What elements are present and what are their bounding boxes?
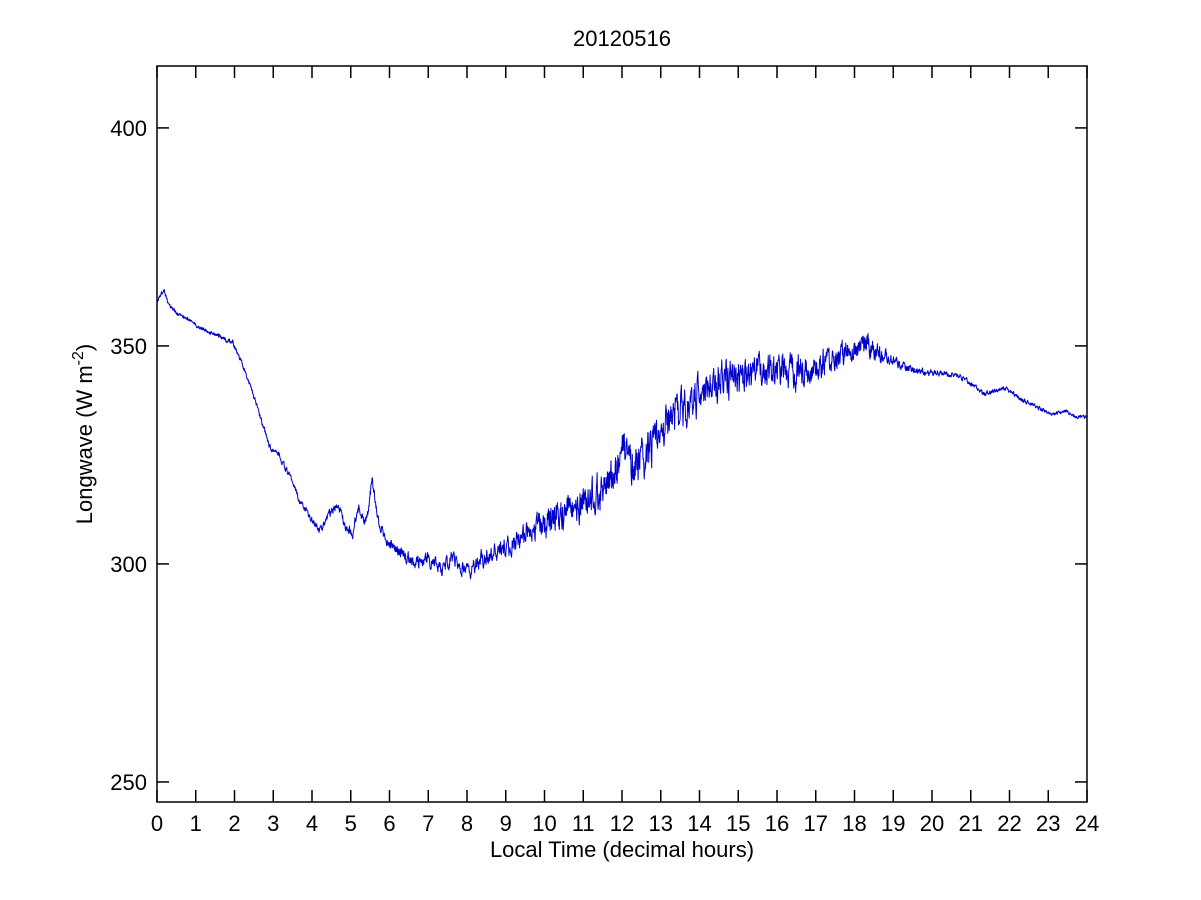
y-tick-label: 400: [110, 116, 147, 141]
series-line-longwave-irradiance: [156, 289, 1088, 580]
x-tick-label: 19: [881, 811, 905, 836]
x-tick-label: 6: [383, 811, 395, 836]
x-tick-label: 18: [842, 811, 866, 836]
x-tick-label: 14: [687, 811, 711, 836]
x-tick-label: 16: [765, 811, 789, 836]
x-tick-label: 11: [572, 811, 595, 836]
x-tick-label: 5: [345, 811, 357, 836]
x-tick-label: 3: [267, 811, 279, 836]
x-tick-label: 12: [610, 811, 634, 836]
x-tick-label: 20: [920, 811, 944, 836]
x-tick-label: 7: [422, 811, 434, 836]
x-tick-label: 15: [726, 811, 750, 836]
x-tick-label: 4: [306, 811, 318, 836]
y-axis-title-superscript: -2: [70, 351, 87, 365]
x-tick-label: 8: [461, 811, 473, 836]
x-tick-label: 13: [649, 811, 673, 836]
x-tick-label: 23: [1036, 811, 1060, 836]
y-axis-title: Longwave (W m-2): [70, 344, 97, 525]
x-tick-label: 24: [1075, 811, 1099, 836]
y-axis-title-prefix: Longwave (W m: [72, 365, 97, 524]
axes-layer: 0 1 2 3 4 5 6 7 8 9 10 11 12 13 14 15 16 17 18 19 20 21 22 23 24…: [110, 66, 1099, 836]
x-tick-label: 21: [959, 811, 983, 836]
y-tick-label: 250: [110, 770, 147, 795]
y-tick-label: 350: [110, 334, 147, 359]
chart-title: 20120516: [573, 26, 671, 51]
y-tick-label: 300: [110, 552, 147, 577]
x-tick-label: 9: [500, 811, 512, 836]
x-tick-label: 0: [151, 811, 163, 836]
x-tick-label: 17: [804, 811, 828, 836]
y-axis-title-suffix: ): [72, 344, 97, 351]
plot-box: [156, 65, 1088, 803]
data-series-layer: [156, 289, 1088, 580]
x-tick-label: 10: [532, 811, 556, 836]
x-axis-title: Local Time (decimal hours): [490, 837, 754, 862]
x-tick-label: 2: [228, 811, 240, 836]
x-tick-label: 22: [997, 811, 1021, 836]
x-tick-label: 1: [190, 811, 202, 836]
